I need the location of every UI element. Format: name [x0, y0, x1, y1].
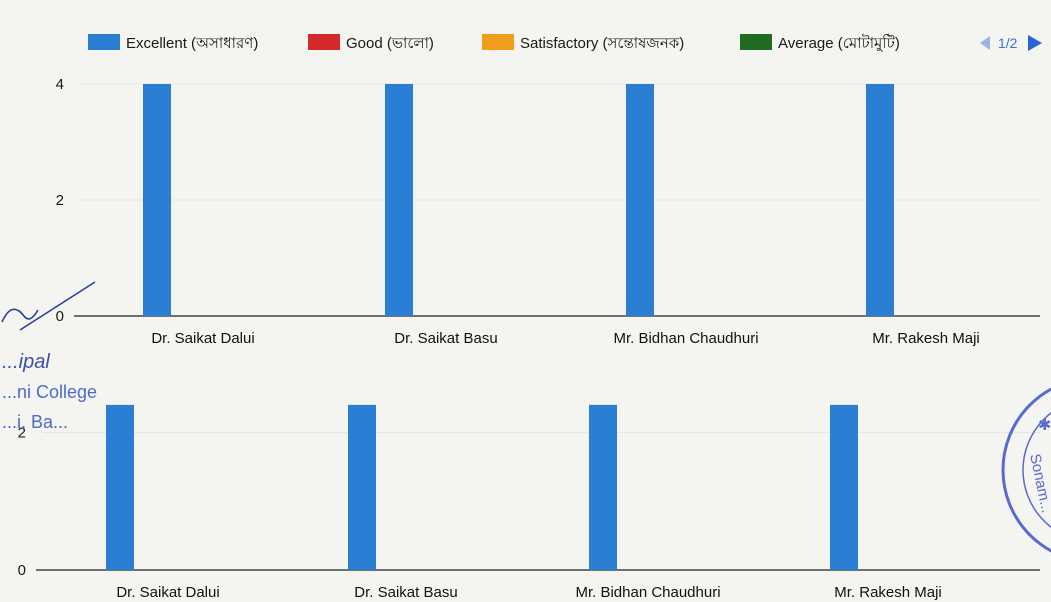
principal-stamp: ...ipal ...ni College ...i, Ba... Sonam... ✱ — [1, 281, 1051, 553]
legend-swatch — [308, 34, 340, 50]
stamp-place-text: ...i, Ba... — [2, 412, 68, 432]
bar[interactable] — [143, 84, 171, 316]
bar[interactable] — [106, 404, 134, 570]
x-category-label: Mr. Bidhan Chaudhuri — [613, 330, 758, 347]
seal-star-icon: ✱ — [1038, 417, 1051, 434]
x-category-label: Dr. Saikat Basu — [394, 330, 497, 347]
x-category-label: Dr. Saikat Dalui — [116, 584, 219, 601]
signature-stroke — [1, 308, 39, 323]
legend-swatch — [740, 34, 772, 50]
y-tick-label: 0 — [18, 562, 26, 579]
legend-item[interactable]: Average (মোটামুটি) — [740, 34, 900, 52]
legend-swatch — [482, 34, 514, 50]
legend-item[interactable]: Satisfactory (সন্তোষজনক) — [482, 34, 684, 52]
y-tick-label: 2 — [56, 192, 64, 209]
triangle-right-icon[interactable] — [1028, 35, 1042, 51]
legend-label: Average (মোটামুটি) — [778, 34, 900, 52]
x-category-label: Dr. Saikat Basu — [354, 584, 457, 601]
y-tick-label: 2 — [18, 424, 26, 441]
legend-item[interactable]: Good (ভালো) — [308, 34, 434, 52]
x-category-label: Mr. Rakesh Maji — [872, 330, 980, 347]
seal-text: Sonam... — [1026, 452, 1051, 514]
seal-outer-ring — [1001, 387, 1051, 553]
triangle-left-icon[interactable] — [980, 36, 990, 50]
bar[interactable] — [385, 84, 413, 316]
x-category-label: Dr. Saikat Dalui — [151, 330, 254, 347]
legend-swatch — [88, 34, 120, 50]
stamp-college-text: ...ni College — [2, 382, 97, 402]
x-category-label: Mr. Bidhan Chaudhuri — [575, 584, 720, 601]
y-tick-label: 4 — [56, 76, 64, 93]
legend: Excellent (অসাধারণ) Good (ভালো) Satisfacto… — [88, 34, 1042, 52]
bar[interactable] — [626, 84, 654, 316]
seal-inner-ring — [1022, 412, 1051, 528]
legend-label: Excellent (অসাধারণ) — [126, 35, 258, 52]
legend-label: Good (ভালো) — [346, 35, 434, 52]
chart-bottom: 0 2 Dr. Saikat Dalui Dr. Saikat Basu Mr. Bid… — [18, 404, 1040, 601]
chart-top: 0 2 4 Dr. Saikat Dalui Dr. Saikat Basu Mr. Bi… — [56, 76, 1040, 347]
bar[interactable] — [830, 404, 858, 570]
x-category-label: Mr. Rakesh Maji — [834, 584, 942, 601]
legend-item[interactable]: Excellent (অসাধারণ) — [88, 34, 258, 52]
page-indicator: 1/2 — [998, 35, 1018, 51]
bar[interactable] — [348, 404, 376, 570]
bar[interactable] — [589, 404, 617, 570]
bar[interactable] — [866, 84, 894, 316]
signature-stroke — [19, 281, 96, 331]
y-tick-label: 0 — [56, 308, 64, 325]
legend-label: Satisfactory (সন্তোষজনক) — [520, 35, 684, 52]
stamp-signature-text: ...ipal — [2, 351, 50, 373]
